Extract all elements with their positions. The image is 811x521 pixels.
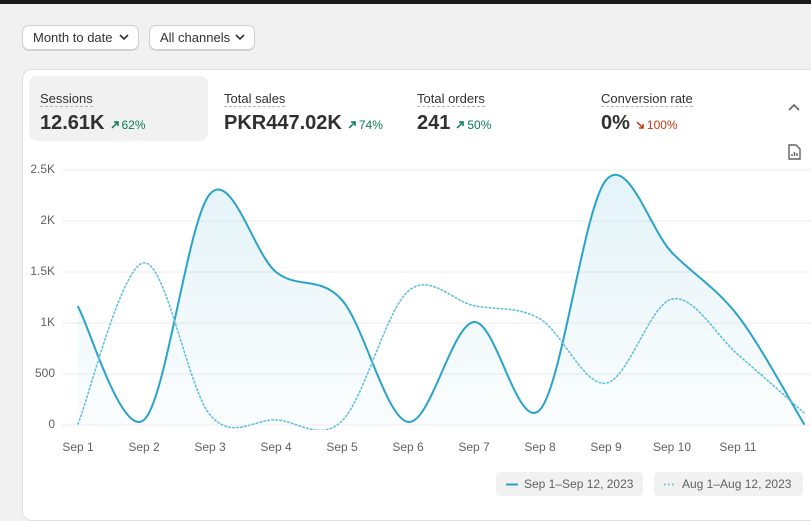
metric-change-value: 100% xyxy=(646,118,678,132)
series-line xyxy=(77,262,805,430)
y-tick-label: 2K xyxy=(40,213,55,227)
metric-value: 0% 100% xyxy=(601,112,758,135)
metric-number: 12.61K xyxy=(40,112,105,134)
metric-change-value: 74% xyxy=(358,118,383,132)
metric-number: 0% xyxy=(601,112,630,134)
channel-filter-label: All channels xyxy=(160,30,231,45)
metric-card[interactable]: Conversion rate 0% 100% xyxy=(590,76,769,141)
metric-change: 62% xyxy=(110,118,146,132)
metric-label: Total orders xyxy=(417,91,485,107)
y-tick-label: 1.5K xyxy=(30,264,55,278)
metric-value: PKR447.02K 74% xyxy=(224,112,383,135)
legend-swatch xyxy=(664,483,676,486)
metric-label: Sessions xyxy=(40,91,93,107)
area xyxy=(78,174,804,425)
trend-arrow xyxy=(636,121,644,129)
date-filter-label: Month to date xyxy=(33,30,113,45)
metric-label: Conversion rate xyxy=(601,91,693,107)
legend-item[interactable]: Sep 1–Sep 12, 2023 xyxy=(496,472,643,496)
top-bar xyxy=(0,0,811,4)
metric-change: 74% xyxy=(348,118,383,132)
metric-number: 241 xyxy=(417,112,451,134)
y-tick-label: 0 xyxy=(48,417,55,431)
x-tick-label: Sep 9 xyxy=(590,440,622,454)
x-tick-label: Sep 1 xyxy=(62,440,94,454)
chevron-down xyxy=(119,34,129,41)
x-tick-label: Sep 2 xyxy=(128,440,160,454)
metric-change-value: 50% xyxy=(467,118,492,132)
metric-change: 100% xyxy=(636,118,678,132)
chevron-down xyxy=(235,34,245,41)
legend-item[interactable]: Aug 1–Aug 12, 2023 xyxy=(654,472,803,496)
plot xyxy=(77,173,805,430)
metric-number: PKR447.02K xyxy=(224,112,342,134)
y-tick-label: 500 xyxy=(35,366,55,380)
date-filter[interactable]: Month to date xyxy=(22,25,139,50)
metric-change-value: 62% xyxy=(121,118,146,132)
trend-arrow xyxy=(348,121,356,129)
trend-arrow xyxy=(110,121,119,129)
x-tick-label: Sep 10 xyxy=(653,440,691,454)
legend-swatch xyxy=(506,483,518,486)
legend-label: Sep 1–Sep 12, 2023 xyxy=(524,477,634,491)
y-tick-label: 2.5K xyxy=(30,162,55,176)
x-tick-label: Sep 8 xyxy=(524,440,556,454)
series-line xyxy=(77,173,805,425)
collapse-chevron[interactable] xyxy=(788,103,800,111)
metric-label: Total sales xyxy=(224,91,286,107)
metric-card[interactable]: Total orders 241 50% xyxy=(406,76,585,141)
x-tick-label: Sep 4 xyxy=(260,440,292,454)
metric-change: 50% xyxy=(456,118,491,132)
x-tick-label: Sep 11 xyxy=(719,440,756,454)
channel-filter[interactable]: All channels xyxy=(149,25,255,50)
metric-value: 241 50% xyxy=(417,112,574,135)
chart: 0 500 1K 1.5K 2K 2.5K Sep 1 Sep 2 Sep 3 Sep 4 Sep … xyxy=(30,162,811,454)
x-tick-label: Sep 3 xyxy=(194,440,226,454)
export-icon[interactable] xyxy=(787,144,801,160)
metric-value: 12.61K 62% xyxy=(40,112,197,135)
legend-label: Aug 1–Aug 12, 2023 xyxy=(682,477,792,491)
y-tick-label: 1K xyxy=(40,315,55,329)
x-tick-label: Sep 5 xyxy=(326,440,358,454)
trend-arrow xyxy=(456,121,465,129)
x-tick-label: Sep 6 xyxy=(392,440,424,454)
metric-card[interactable]: Sessions 12.61K 62% xyxy=(29,76,208,141)
metric-card[interactable]: Total sales PKR447.02K 74% xyxy=(213,76,392,141)
x-tick-label: Sep 7 xyxy=(458,440,490,454)
